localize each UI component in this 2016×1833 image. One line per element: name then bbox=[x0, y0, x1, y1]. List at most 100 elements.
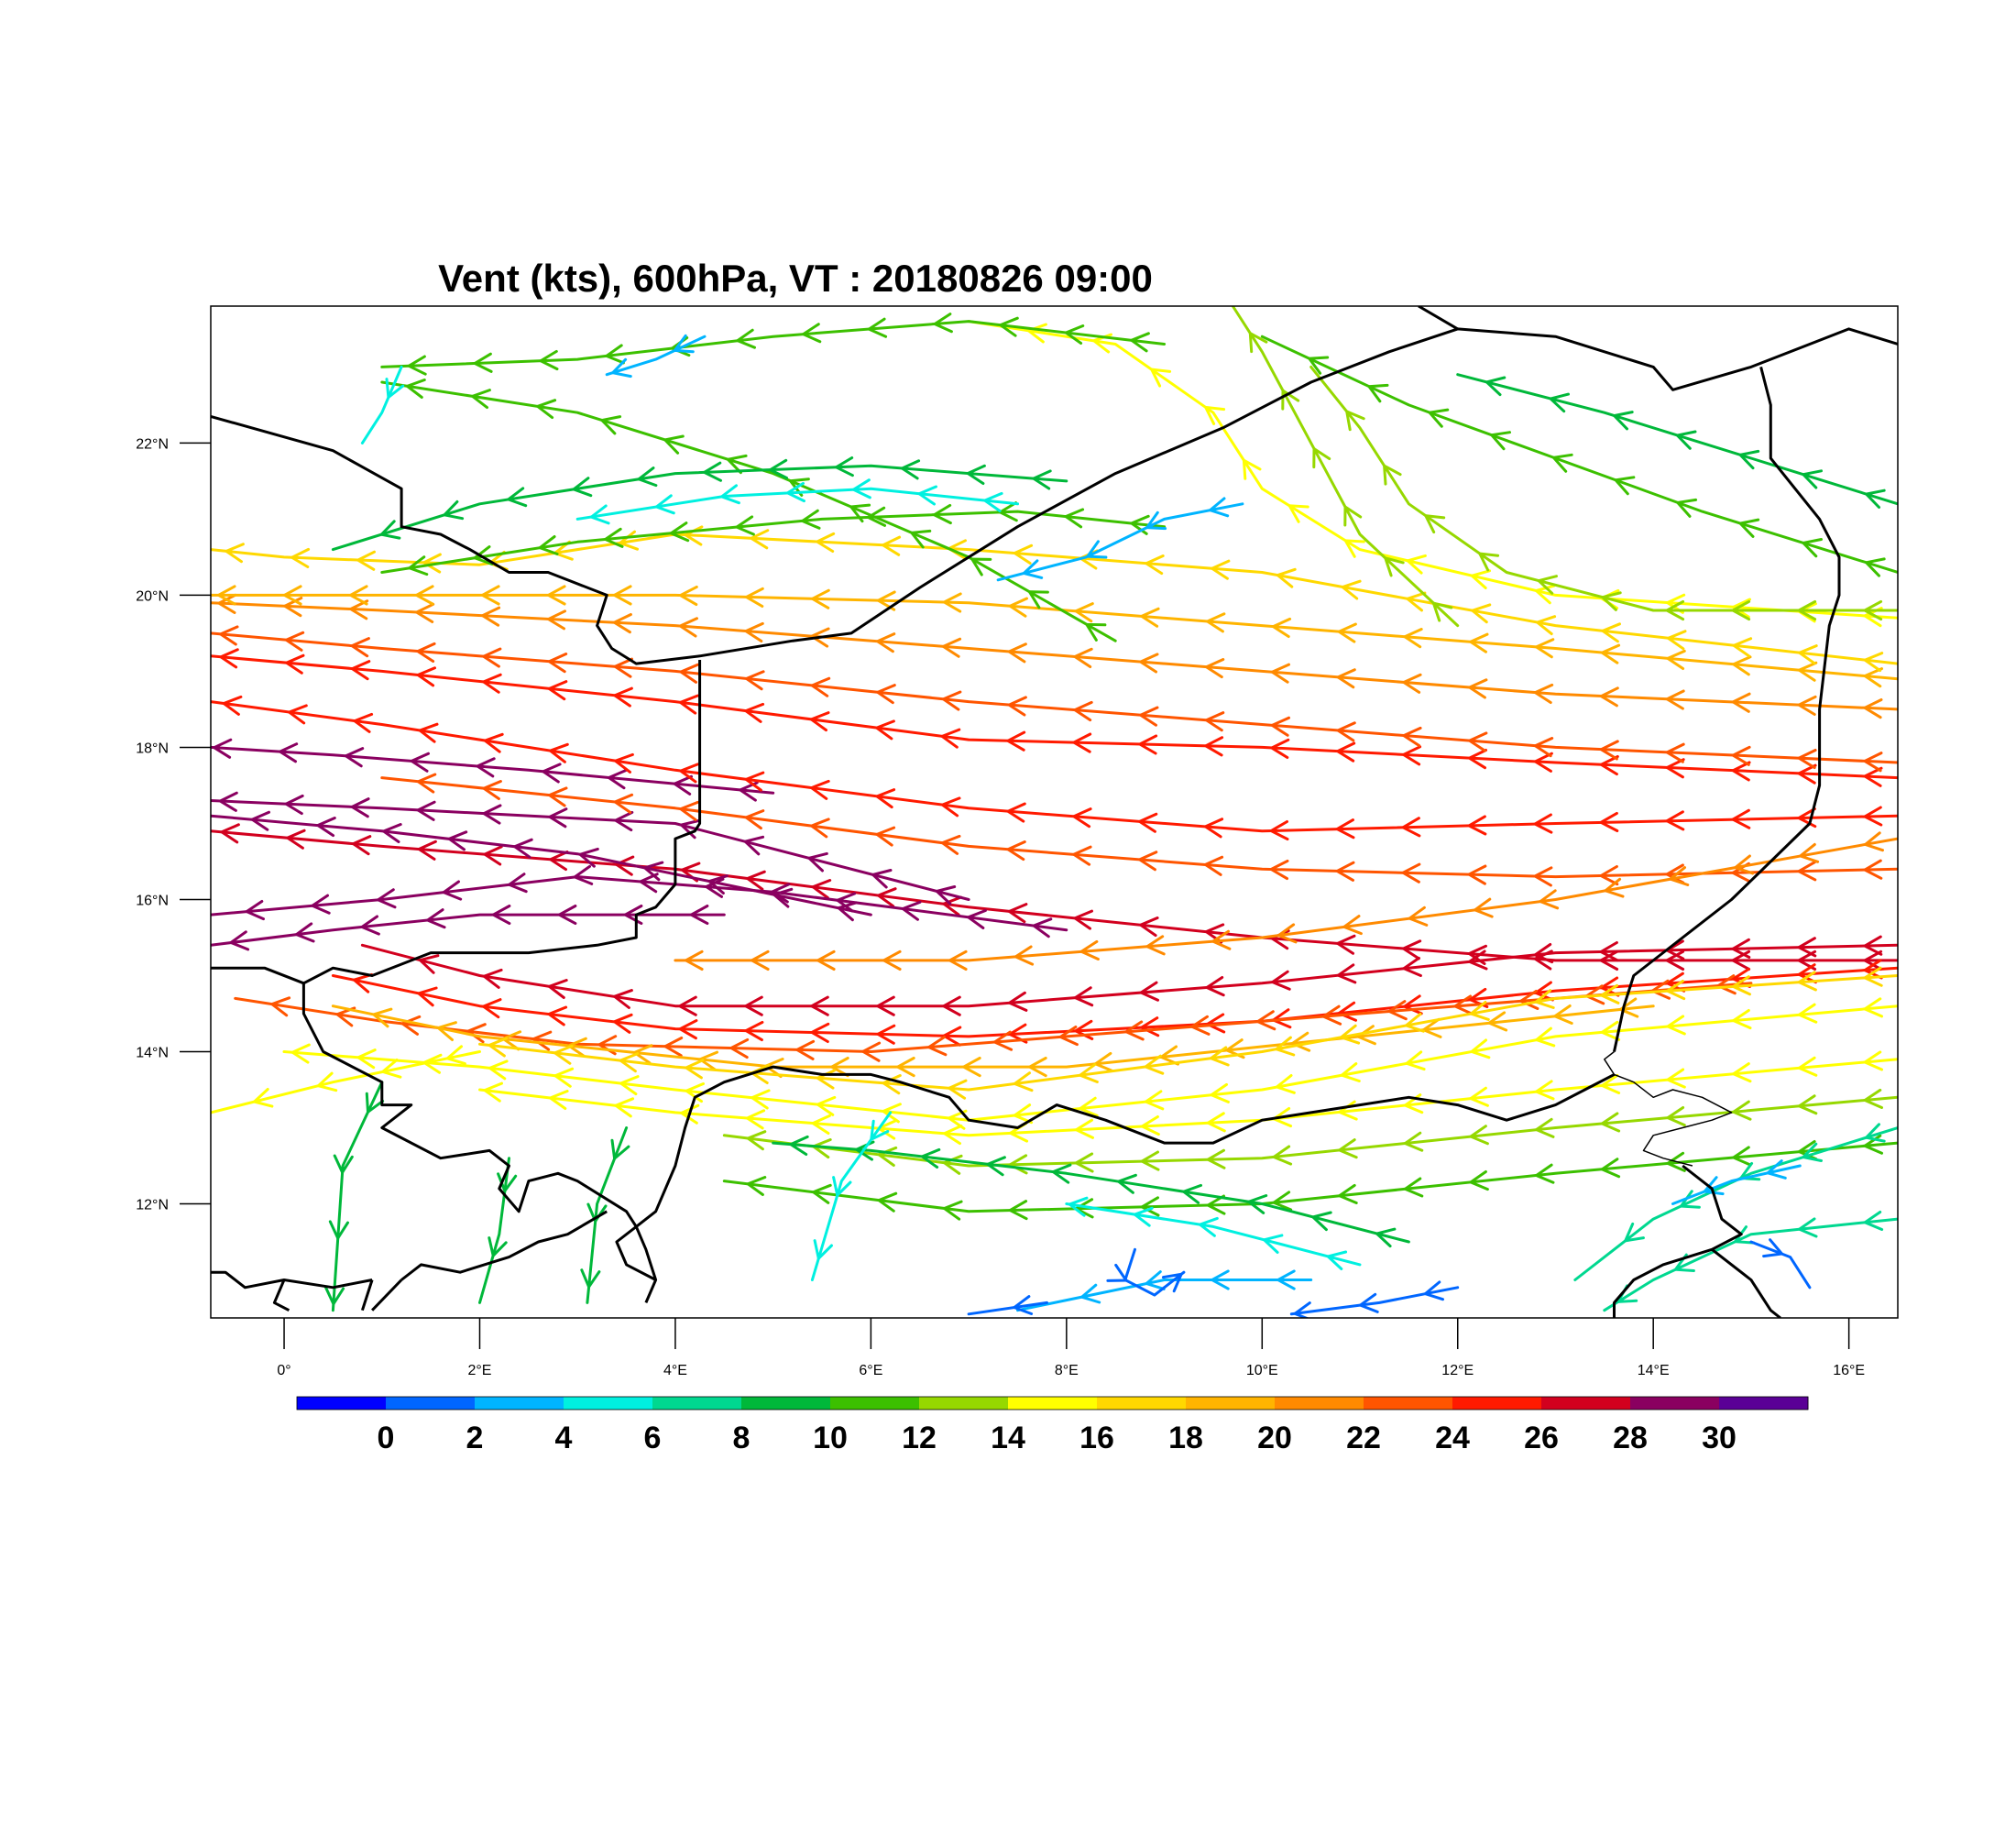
streamline-arrowhead bbox=[1205, 1194, 1226, 1215]
streamline-arrowhead bbox=[406, 355, 427, 376]
streamline-arrowhead bbox=[1796, 644, 1818, 665]
wind-speed-colorbar: 0 2 4 6 8 10 12 14 16 18 20 22 24 26 28 30 bbox=[296, 1396, 1809, 1455]
streamline-arrowhead bbox=[1599, 1158, 1621, 1179]
streamline-arrowhead bbox=[1730, 975, 1751, 996]
country-border-14 bbox=[1614, 1073, 1733, 1167]
streamline-arrowhead bbox=[1861, 1088, 1883, 1109]
streamline-arrowhead bbox=[480, 673, 502, 694]
streamline-arrowhead bbox=[836, 901, 858, 922]
streamline-4 bbox=[211, 913, 726, 947]
streamline-arrowhead bbox=[1242, 457, 1262, 480]
streamline-arrowhead bbox=[481, 968, 503, 989]
streamline-arrowhead bbox=[1861, 997, 1883, 1018]
streamline-arrowhead bbox=[677, 694, 699, 715]
streamline-arrowhead bbox=[1078, 939, 1100, 960]
streamline-arrowhead bbox=[603, 344, 625, 365]
streamline-arrowhead bbox=[348, 637, 370, 658]
streamline-arrowhead bbox=[378, 520, 401, 540]
streamline-17 bbox=[478, 974, 1898, 1092]
streamline-11 bbox=[211, 631, 1898, 764]
streamline-arrowhead bbox=[351, 712, 374, 733]
colorbar-label: 18 bbox=[1168, 1421, 1203, 1455]
streamline-arrowhead bbox=[874, 995, 895, 1016]
country-border-6 bbox=[615, 1225, 657, 1281]
streamline-arrowhead bbox=[880, 1074, 902, 1095]
streamline-arrowhead bbox=[1702, 1176, 1725, 1196]
streamline-arrowhead bbox=[1269, 716, 1290, 737]
colorbar-swatch bbox=[1008, 1397, 1098, 1410]
streamline-arrowhead bbox=[1336, 1183, 1358, 1204]
streamline-arrowhead bbox=[1665, 630, 1687, 651]
streamline-arrowhead bbox=[552, 1067, 575, 1088]
streamline-arrowhead bbox=[547, 851, 569, 872]
colorbar-swatch bbox=[1719, 1397, 1809, 1410]
streamline-arrowhead bbox=[899, 459, 921, 480]
streamline-arrowhead bbox=[1306, 356, 1330, 375]
streamline-arrowhead bbox=[1795, 937, 1817, 958]
streamline-arrowhead bbox=[610, 1138, 630, 1162]
streamline-arrowhead bbox=[1863, 488, 1886, 509]
streamline-arrowhead bbox=[809, 588, 830, 609]
streamline-arrowhead bbox=[1400, 673, 1422, 694]
streamline-arrowhead bbox=[934, 885, 957, 906]
streamline-arrowhead bbox=[546, 680, 568, 701]
streamline-arrowhead bbox=[1077, 1062, 1099, 1083]
streamline-arrowhead bbox=[1030, 469, 1052, 490]
lat-tick-label: 22°N bbox=[136, 436, 169, 452]
streamline-arrowhead bbox=[488, 1236, 508, 1259]
streamline-arrowhead bbox=[565, 1037, 587, 1058]
streamline-arrowhead bbox=[343, 747, 365, 768]
streamline-arrowhead bbox=[249, 810, 270, 831]
streamline-arrowhead bbox=[1664, 1015, 1686, 1036]
streamline-arrowhead bbox=[482, 732, 504, 753]
streamline-43 bbox=[1016, 1279, 1313, 1312]
streamline-49 bbox=[967, 1301, 1048, 1316]
streamline-arrowhead bbox=[1664, 1151, 1686, 1172]
streamline-arrowhead bbox=[1006, 991, 1028, 1012]
streamline-arrowhead bbox=[1202, 855, 1224, 876]
streamline-arrowhead bbox=[1136, 812, 1158, 833]
streamline-arrowhead bbox=[1730, 761, 1751, 782]
lat-tick-label: 16°N bbox=[136, 893, 169, 908]
streamline-arrowhead bbox=[1084, 622, 1107, 642]
streamline-arrowhead bbox=[1205, 1112, 1226, 1133]
lon-tick-label: 14°E bbox=[1638, 1363, 1670, 1378]
streamline-arrowhead bbox=[1402, 1177, 1424, 1198]
streamline-arrowhead bbox=[1469, 569, 1491, 589]
lat-tick-label: 14°N bbox=[136, 1045, 169, 1060]
streamline-arrowhead bbox=[787, 477, 810, 497]
country-border-10 bbox=[400, 1210, 608, 1281]
streamline-arrowhead bbox=[876, 1191, 898, 1213]
streamline-arrowhead bbox=[479, 606, 501, 627]
streamline-7 bbox=[211, 700, 1898, 833]
streamline-arrowhead bbox=[347, 585, 368, 606]
lat-tick-label: 20°N bbox=[136, 588, 169, 604]
streamline-arrowhead bbox=[223, 543, 245, 564]
colorbar-swatch bbox=[652, 1397, 742, 1410]
streamline-arrowhead bbox=[1255, 1010, 1276, 1031]
streamline-arrowhead bbox=[481, 845, 503, 866]
streamline-arrowhead bbox=[1730, 745, 1751, 766]
streamline-8 bbox=[211, 654, 1898, 780]
streamline-23 bbox=[1231, 306, 1460, 628]
streamline-5 bbox=[211, 745, 775, 795]
streamline-arrowhead bbox=[1664, 758, 1685, 779]
streamline-arrowhead bbox=[570, 477, 593, 498]
streamline-arrowhead bbox=[1796, 1056, 1818, 1077]
streamline-arrowhead bbox=[1268, 820, 1289, 841]
streamline-arrowhead bbox=[617, 1052, 640, 1073]
streamline-arrowhead bbox=[1597, 949, 1619, 971]
map-title: Vent (kts), 600hPa, VT : 20180826 09:00 bbox=[438, 257, 1153, 300]
streamline-arrowhead bbox=[1383, 555, 1405, 577]
streamline-arrowhead bbox=[442, 499, 465, 521]
streamline-arrowhead bbox=[350, 835, 372, 856]
streamline-arrowhead bbox=[1149, 368, 1172, 388]
streamline-arrowhead bbox=[1269, 970, 1291, 991]
streamline-arrowhead bbox=[283, 653, 305, 675]
streamline-arrowhead bbox=[1729, 599, 1751, 621]
streamline-arrowhead bbox=[400, 1015, 422, 1036]
streamline-arrowhead bbox=[939, 834, 961, 855]
streamline-arrowhead bbox=[873, 719, 895, 741]
streamline-arrowhead bbox=[289, 547, 311, 568]
streamline-arrowhead bbox=[676, 995, 697, 1016]
